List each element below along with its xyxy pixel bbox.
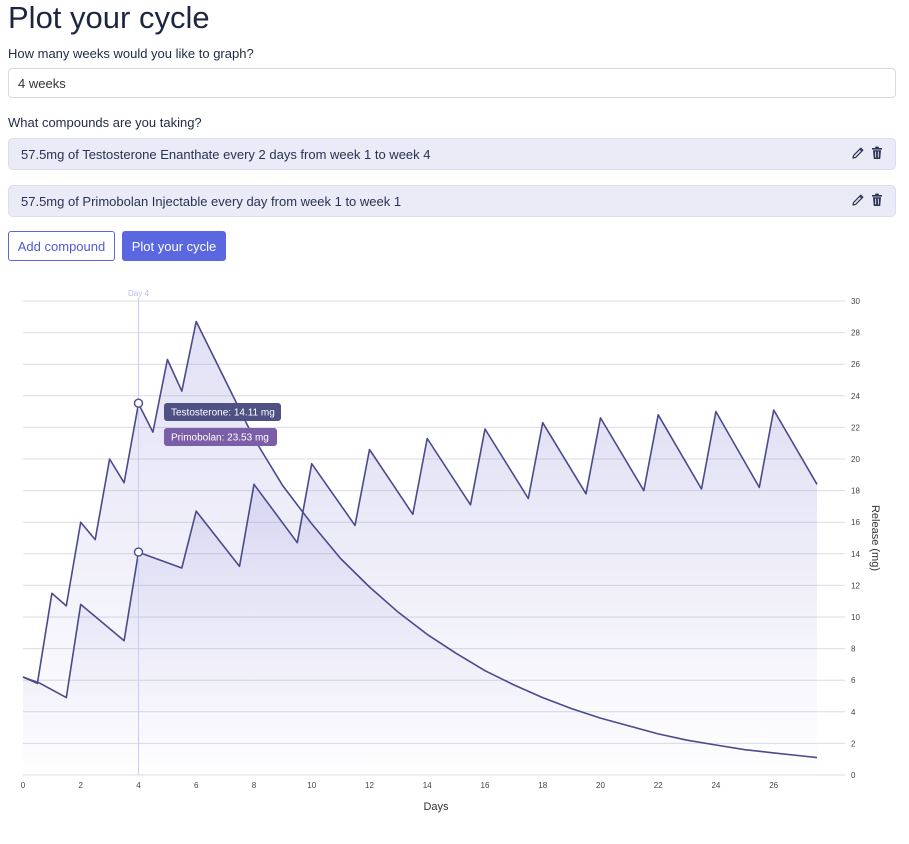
y-tick-label: 28: [851, 329, 860, 338]
y-tick-label: 12: [851, 581, 860, 590]
y-tick-label: 6: [851, 676, 856, 685]
x-tick-label: 6: [194, 781, 199, 790]
y-tick-label: 14: [851, 550, 860, 559]
x-tick-label: 24: [711, 781, 720, 790]
x-tick-label: 22: [654, 781, 663, 790]
compound-item-text: 57.5mg of Primobolan Injectable every da…: [21, 193, 402, 209]
y-tick-label: 22: [851, 423, 860, 432]
x-tick-label: 10: [307, 781, 316, 790]
series-line-testosterone: [22, 409, 818, 699]
trash-icon[interactable]: [871, 146, 883, 163]
x-tick-label: 2: [79, 781, 84, 790]
y-tick-label: 24: [851, 392, 860, 401]
compound-item: 57.5mg of Primobolan Injectable every da…: [8, 185, 896, 217]
weeks-select-value: 4 weeks: [18, 75, 66, 91]
y-tick-label: 8: [851, 645, 856, 654]
x-tick-label: 26: [769, 781, 778, 790]
tooltip-marker: [133, 398, 144, 408]
y-tick-label: 10: [851, 613, 860, 622]
y-tick-label: 16: [851, 518, 860, 527]
trash-icon[interactable]: [871, 193, 883, 210]
plot-cycle-button[interactable]: Plot your cycle: [122, 231, 226, 261]
pencil-icon[interactable]: [851, 146, 865, 163]
crosshair-label: Day 4: [128, 289, 149, 298]
y-tick-label: 18: [851, 487, 860, 496]
weeks-question-label: How many weeks would you like to graph?: [8, 46, 254, 61]
series-line-primobolan: [22, 320, 818, 759]
x-tick-label: 8: [252, 781, 257, 790]
tooltip-text: Primobolan: 23.53 mg: [171, 433, 269, 444]
x-axis-title: Days: [423, 801, 449, 813]
weeks-select[interactable]: 4 weeks: [8, 68, 896, 98]
add-compound-button[interactable]: Add compound: [8, 231, 115, 261]
compound-item-text: 57.5mg of Testosterone Enanthate every 2…: [21, 146, 431, 162]
y-tick-label: 30: [851, 297, 860, 306]
x-tick-label: 18: [538, 781, 547, 790]
tooltip-box: [164, 403, 281, 421]
x-tick-label: 4: [136, 781, 141, 790]
y-tick-label: 26: [851, 360, 860, 369]
y-tick-label: 0: [851, 771, 856, 780]
y-tick-label: 2: [851, 739, 856, 748]
compounds-question-label: What compounds are you taking?: [8, 115, 202, 130]
y-tick-label: 4: [851, 708, 856, 717]
tooltip-text: Testosterone: 14.11 mg: [171, 408, 275, 419]
y-axis-title: Release (mg): [869, 505, 881, 571]
compound-item: 57.5mg of Testosterone Enanthate every 2…: [8, 138, 896, 170]
x-tick-label: 16: [481, 781, 490, 790]
y-tick-label: 20: [851, 455, 860, 464]
x-tick-label: 20: [596, 781, 605, 790]
page-title: Plot your cycle: [8, 0, 210, 35]
x-tick-label: 12: [365, 781, 374, 790]
x-tick-label: 0: [21, 781, 26, 790]
x-tick-label: 14: [423, 781, 432, 790]
tooltip-marker: [133, 547, 144, 557]
tooltip-box: [164, 428, 277, 446]
pencil-icon[interactable]: [851, 193, 865, 210]
